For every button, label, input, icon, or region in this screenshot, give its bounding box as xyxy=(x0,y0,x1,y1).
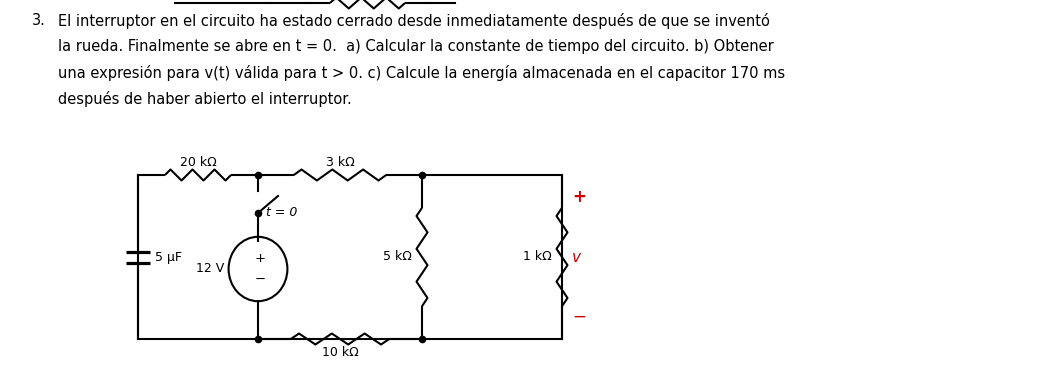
Text: t = 0: t = 0 xyxy=(267,205,298,218)
Text: 20 kΩ: 20 kΩ xyxy=(179,156,217,169)
Text: una expresión para v(t) válida para t > 0. c) Calcule la energía almacenada en e: una expresión para v(t) válida para t > … xyxy=(58,65,785,81)
Text: 10 kΩ: 10 kΩ xyxy=(321,346,359,359)
Text: la rueda. Finalmente se abre en t = 0.  a) Calcular la constante de tiempo del c: la rueda. Finalmente se abre en t = 0. a… xyxy=(58,39,774,54)
Text: 1 kΩ: 1 kΩ xyxy=(524,250,552,264)
Text: El interruptor en el circuito ha estado cerrado desde inmediatamente después de : El interruptor en el circuito ha estado … xyxy=(58,13,769,29)
Text: después de haber abierto el interruptor.: después de haber abierto el interruptor. xyxy=(58,91,352,107)
Text: −: − xyxy=(572,308,586,326)
Text: 12 V: 12 V xyxy=(196,263,224,275)
Text: 3 kΩ: 3 kΩ xyxy=(326,156,355,169)
Text: +: + xyxy=(254,253,265,266)
Text: v: v xyxy=(572,250,581,264)
Text: 3.: 3. xyxy=(32,13,46,28)
Text: 5 kΩ: 5 kΩ xyxy=(383,250,412,264)
Text: 5 μF: 5 μF xyxy=(155,250,183,264)
Text: +: + xyxy=(572,188,586,206)
Text: −: − xyxy=(254,272,265,285)
